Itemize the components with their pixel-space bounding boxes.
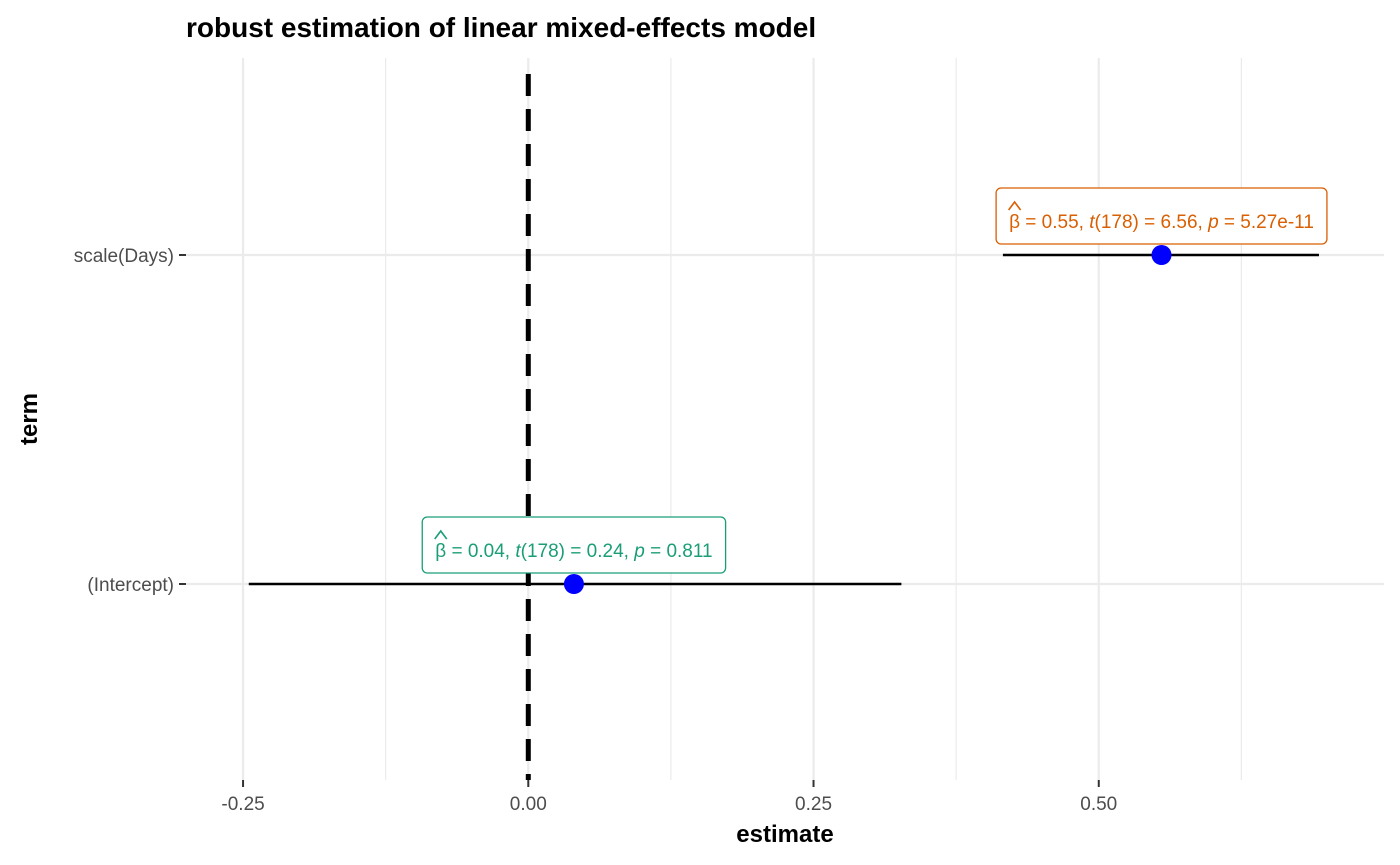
estimate-point bbox=[1151, 245, 1172, 265]
p-symbol: p bbox=[633, 541, 645, 562]
beta-value: = 0.55, bbox=[1020, 212, 1089, 233]
p-symbol: p bbox=[1207, 212, 1219, 233]
beta-value: = 0.04, bbox=[446, 541, 515, 562]
p-value: = 0.811 bbox=[645, 541, 713, 562]
estimate-label-box bbox=[421, 516, 727, 574]
t-df: (178) bbox=[521, 541, 565, 562]
x-tick-label: -0.25 bbox=[221, 794, 264, 815]
y-tick-label: scale(Days) bbox=[74, 246, 174, 267]
estimate-point bbox=[563, 574, 584, 594]
beta-hat-icon bbox=[1007, 200, 1022, 211]
t-value: = 6.56, bbox=[1139, 212, 1208, 233]
t-df: (178) bbox=[1095, 212, 1139, 233]
x-tick-label: 0.25 bbox=[795, 794, 832, 815]
t-symbol: t bbox=[515, 541, 521, 562]
p-value: = 5.27e-11 bbox=[1219, 212, 1314, 233]
beta-symbol: β bbox=[435, 541, 446, 562]
x-axis-title: estimate bbox=[736, 821, 833, 848]
estimate-label-text: β = 0.04, t(178) = 0.24, p = 0.811 bbox=[435, 541, 712, 562]
beta-hat-icon bbox=[434, 529, 448, 540]
data-marks bbox=[248, 245, 1319, 594]
t-value: = 0.24, bbox=[565, 541, 634, 562]
estimate-label: β = 0.55, t(178) = 6.56, p = 5.27e-11 bbox=[995, 187, 1328, 245]
beta-symbol: β bbox=[1009, 212, 1020, 233]
grid-lines bbox=[186, 58, 1384, 780]
estimate-label-box bbox=[995, 187, 1328, 245]
y-tick-label: (Intercept) bbox=[87, 575, 174, 596]
chart-title: robust estimation of linear mixed-effect… bbox=[186, 12, 816, 43]
x-tick-label: 0.50 bbox=[1080, 794, 1117, 815]
estimate-label: β = 0.04, t(178) = 0.24, p = 0.811 bbox=[421, 516, 727, 574]
estimate-label-text: β = 0.55, t(178) = 6.56, p = 5.27e-11 bbox=[1009, 212, 1314, 233]
axes: -0.25 0.00 0.25 0.50 (Intercept) scale(Days) bbox=[74, 246, 1118, 815]
y-axis-title: term bbox=[16, 393, 43, 445]
x-tick-label: 0.00 bbox=[510, 794, 547, 815]
t-symbol: t bbox=[1089, 212, 1095, 233]
